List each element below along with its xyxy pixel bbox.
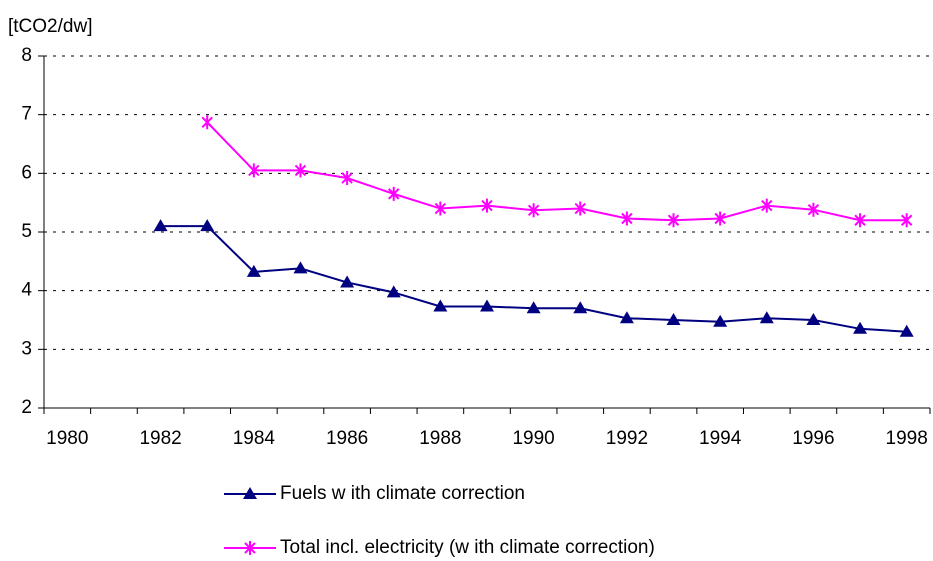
x-tick-label: 1998 [886, 428, 928, 449]
y-tick-label: 7 [21, 104, 32, 125]
data-point [433, 299, 448, 312]
data-point [853, 321, 868, 334]
data-point [200, 219, 215, 232]
data-point [527, 203, 540, 218]
data-point [574, 201, 586, 216]
data-point [761, 198, 773, 213]
legend-label: Fuels w ith climate correction [280, 483, 525, 504]
data-point [246, 264, 261, 277]
data-point [899, 324, 914, 337]
y-tick-label: 5 [21, 221, 32, 242]
y-axis-label: [tCO2/dw] [8, 16, 92, 37]
y-tick-label: 2 [21, 397, 32, 418]
data-point [759, 311, 774, 324]
x-tick-label: 1982 [139, 428, 181, 449]
x-tick-label: 1990 [512, 428, 554, 449]
y-tick-label: 4 [21, 280, 32, 301]
data-point [573, 301, 588, 314]
data-point [293, 261, 308, 274]
x-tick-label: 1988 [419, 428, 461, 449]
data-point [666, 313, 681, 325]
x-tick-label: 1980 [46, 428, 88, 449]
data-point [434, 201, 447, 216]
y-tick-label: 3 [21, 338, 32, 359]
data-point [341, 171, 353, 186]
data-point [388, 186, 400, 201]
x-tick-label: 1986 [326, 428, 368, 449]
legend-marker [243, 487, 257, 499]
x-tick-label: 1994 [699, 428, 742, 449]
data-point [480, 299, 494, 312]
data-point [807, 202, 820, 217]
data-point [294, 163, 307, 178]
x-tick-label: 1996 [792, 428, 834, 449]
data-point [340, 275, 355, 288]
x-tick-label: 1992 [606, 428, 648, 449]
data-point [806, 313, 821, 325]
data-point [854, 213, 866, 228]
data-point [713, 314, 728, 327]
data-point [526, 301, 541, 314]
series-line [160, 225, 907, 333]
y-tick-label: 6 [21, 162, 32, 183]
data-point [153, 219, 168, 232]
legend-label: Total incl. electricity (w ith climate c… [280, 537, 655, 558]
data-point [386, 285, 401, 298]
data-point [619, 311, 634, 324]
data-point [201, 115, 213, 130]
data-point [714, 211, 726, 226]
x-tick-label: 1984 [233, 428, 276, 449]
data-point [481, 198, 493, 213]
data-point [900, 213, 913, 228]
data-point [667, 213, 680, 228]
series-line [206, 121, 907, 222]
y-tick-label: 8 [21, 45, 32, 66]
legend-marker [244, 541, 256, 555]
data-point [621, 211, 633, 226]
data-point [248, 163, 260, 178]
